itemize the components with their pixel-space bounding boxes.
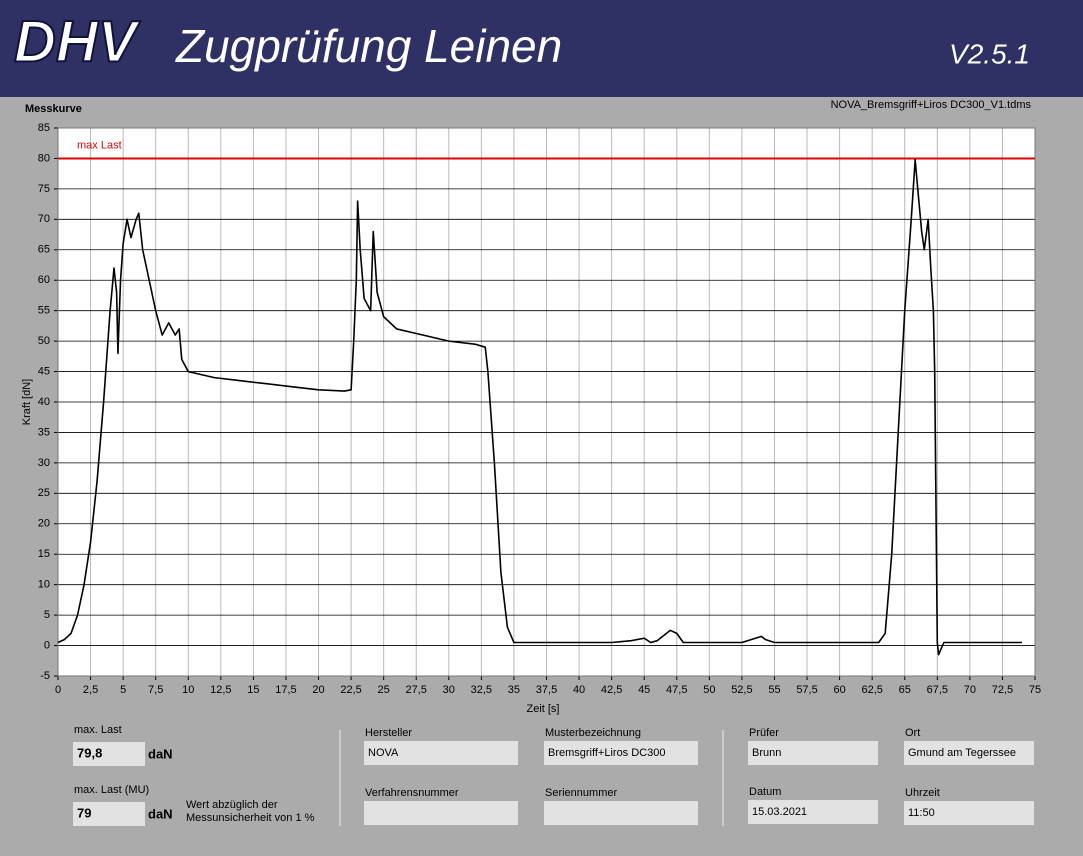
field-value: 15.03.2021	[752, 806, 807, 818]
x-tick-label: 2,5	[83, 684, 98, 696]
field-label: Hersteller	[365, 727, 412, 739]
field-label: Seriennummer	[545, 787, 617, 799]
x-tick-label: 15	[247, 684, 259, 696]
unit: daN	[148, 746, 173, 761]
field-label: max. Last (MU)	[74, 784, 149, 796]
file-name: NOVA_Bremsgriff+Liros DC300_V1.tdms	[831, 99, 1032, 111]
y-axis-label: Kraft [dN]	[21, 379, 33, 425]
field-value: NOVA	[368, 747, 399, 759]
x-tick-label: 62,5	[861, 684, 882, 696]
x-tick-label: 5	[120, 684, 126, 696]
field-value-box	[748, 741, 878, 765]
x-tick-label: 47,5	[666, 684, 687, 696]
field-value: Bremsgriff+Liros DC300	[548, 747, 665, 759]
y-tick-label: 60	[38, 274, 50, 286]
field-value-box	[904, 741, 1034, 765]
unit: daN	[148, 806, 173, 821]
x-tick-label: 65	[899, 684, 911, 696]
x-tick-label: 67,5	[927, 684, 948, 696]
x-tick-label: 12,5	[210, 684, 231, 696]
field-value: 79,8	[77, 745, 102, 760]
x-tick-label: 45	[638, 684, 650, 696]
field-label: Prüfer	[749, 727, 779, 739]
y-tick-label: 15	[38, 548, 50, 560]
field-label: Musterbezeichnung	[545, 727, 641, 739]
x-tick-label: 40	[573, 684, 585, 696]
x-tick-label: 10	[182, 684, 194, 696]
field-value-box	[73, 742, 145, 766]
field-label: Verfahrensnummer	[365, 787, 459, 799]
x-axis-label: Zeit [s]	[526, 703, 559, 715]
field-value-box	[904, 801, 1034, 825]
plot-frame	[57, 127, 1036, 677]
x-tick-label: 60	[833, 684, 845, 696]
y-tick-label: 45	[38, 365, 50, 377]
x-tick-label: 7,5	[148, 684, 163, 696]
limit-label: max Last	[77, 139, 122, 151]
x-tick-label: 75	[1029, 684, 1041, 696]
y-tick-label: 25	[38, 487, 50, 499]
header-bar	[0, 0, 1083, 97]
x-tick-label: 22,5	[340, 684, 361, 696]
y-tick-label: 40	[38, 396, 50, 408]
y-tick-label: 80	[38, 152, 50, 164]
field-value-box	[73, 802, 145, 826]
y-tick-label: 30	[38, 457, 50, 469]
field-value-box	[544, 801, 698, 825]
x-tick-label: 57,5	[796, 684, 817, 696]
logo: DHV	[14, 9, 141, 74]
x-tick-label: 42,5	[601, 684, 622, 696]
chart-title: Messkurve	[25, 103, 82, 115]
note: Wert abzüglich der	[186, 799, 278, 811]
field-value-box	[364, 801, 518, 825]
y-tick-label: 20	[38, 518, 50, 530]
x-tick-label: 37,5	[536, 684, 557, 696]
field-value-box	[748, 800, 878, 824]
field-label: Uhrzeit	[905, 787, 940, 799]
x-tick-label: 32,5	[471, 684, 492, 696]
x-tick-label: 50	[703, 684, 715, 696]
y-tick-label: 0	[44, 639, 50, 651]
y-tick-label: 50	[38, 335, 50, 347]
y-tick-label: 35	[38, 426, 50, 438]
x-tick-label: 0	[55, 684, 61, 696]
app-title: Zugprüfung Leinen	[175, 20, 562, 72]
version: V2.5.1	[949, 38, 1030, 69]
data-line	[57, 158, 1022, 656]
x-tick-label: 20	[312, 684, 324, 696]
y-tick-label: 75	[38, 183, 50, 195]
x-tick-label: 52,5	[731, 684, 752, 696]
field-label: Ort	[905, 727, 920, 739]
x-tick-label: 70	[964, 684, 976, 696]
x-tick-label: 35	[508, 684, 520, 696]
field-value: 11:50	[908, 807, 935, 819]
x-tick-label: 17,5	[275, 684, 296, 696]
field-value: 79	[77, 805, 91, 820]
field-label: max. Last	[74, 724, 122, 736]
x-tick-label: 25	[378, 684, 390, 696]
field-value-box	[544, 741, 698, 765]
note: Messunsicherheit von 1 %	[186, 812, 315, 824]
x-tick-label: 30	[443, 684, 455, 696]
field-value: Brunn	[752, 747, 781, 759]
y-tick-label: 65	[38, 244, 50, 256]
y-tick-label: -5	[40, 670, 50, 682]
y-tick-label: 10	[38, 579, 50, 591]
y-tick-label: 85	[38, 122, 50, 134]
field-label: Datum	[749, 786, 781, 798]
field-value: Gmund am Tegerssee	[908, 747, 1016, 759]
x-tick-label: 55	[768, 684, 780, 696]
x-tick-label: 72,5	[992, 684, 1013, 696]
field-value-box	[364, 741, 518, 765]
y-tick-label: 55	[38, 305, 50, 317]
y-tick-label: 5	[44, 609, 50, 621]
x-tick-label: 27,5	[406, 684, 427, 696]
y-tick-label: 70	[38, 213, 50, 225]
